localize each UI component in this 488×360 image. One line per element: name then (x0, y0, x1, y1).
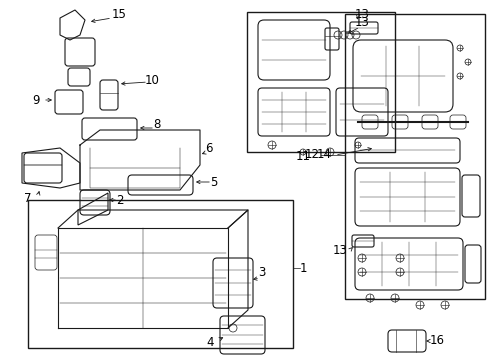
Bar (28, 200, 292, 348)
Text: 10: 10 (145, 73, 160, 86)
Text: 1: 1 (299, 261, 307, 274)
Text: 13: 13 (354, 15, 369, 28)
Bar (345, 14, 484, 299)
Text: 6: 6 (204, 141, 212, 154)
Text: 15: 15 (112, 9, 126, 22)
Text: 5: 5 (209, 175, 217, 189)
Text: 3: 3 (258, 266, 265, 279)
Bar (246, 12, 394, 152)
Text: 11: 11 (295, 150, 310, 163)
Text: 13: 13 (332, 243, 347, 256)
Text: 4: 4 (206, 337, 213, 350)
Text: 8: 8 (153, 118, 160, 131)
Text: 12: 12 (305, 148, 319, 162)
Text: 16: 16 (429, 334, 444, 347)
Text: 9: 9 (32, 94, 40, 107)
Text: 2: 2 (116, 194, 123, 207)
Text: 7: 7 (24, 192, 32, 204)
Text: 14: 14 (316, 148, 331, 162)
Text: 13: 13 (354, 8, 369, 21)
